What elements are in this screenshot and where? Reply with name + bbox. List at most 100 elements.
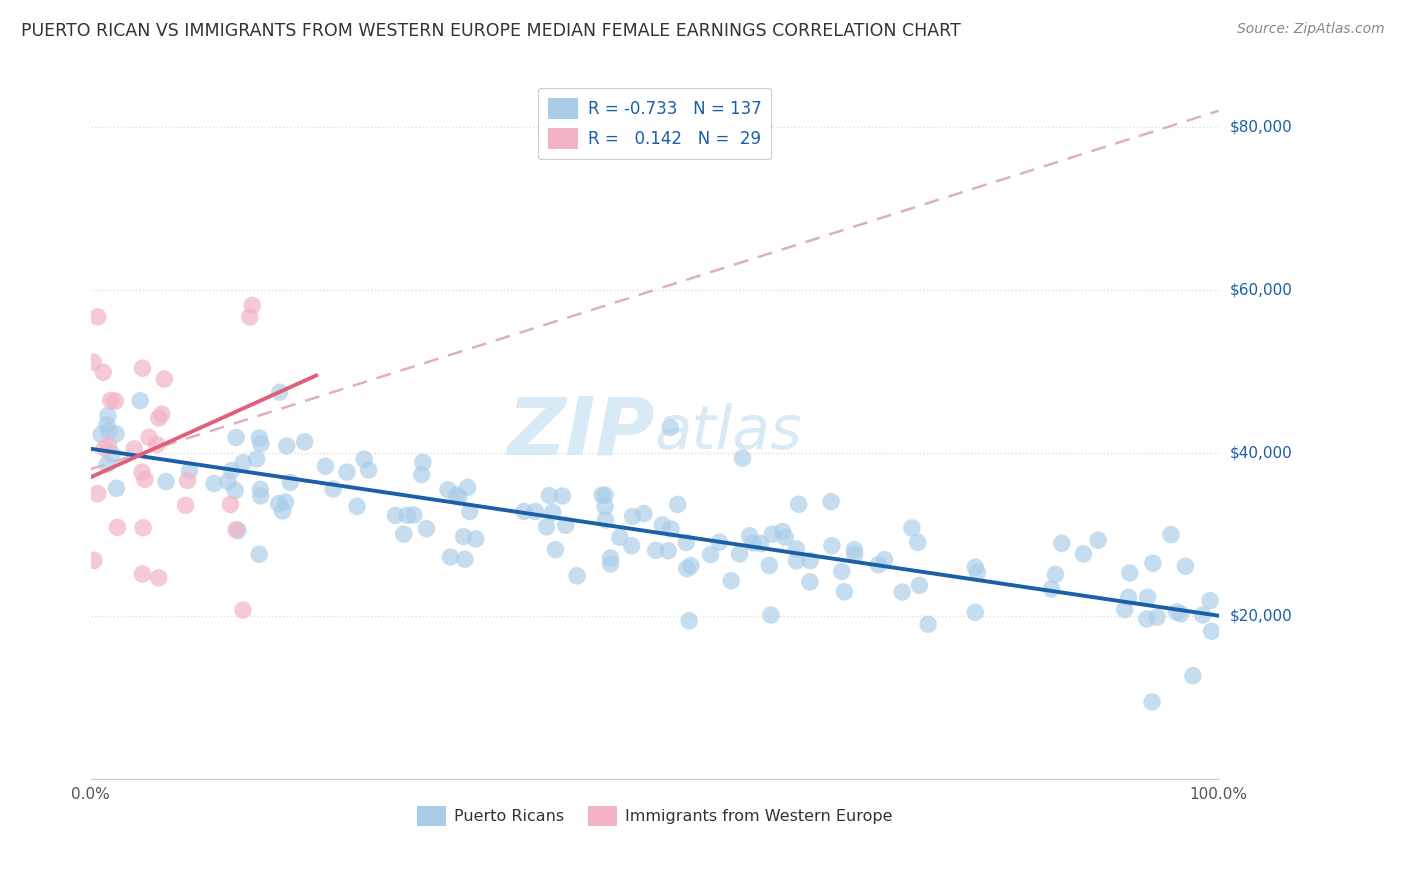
Point (346, 500, 368, 514)
Point (891, 585, 914, 599)
Point (269, 385, 291, 400)
Point (249, 489, 271, 503)
Point (709, 535, 731, 549)
Point (901, 521, 924, 535)
Point (247, 547, 270, 561)
Point (820, 494, 842, 508)
Point (966, 566, 988, 580)
Point (1087, 533, 1109, 548)
Point (100, 393, 122, 408)
Point (219, 498, 242, 512)
Point (720, 574, 742, 588)
Point (131, 465, 153, 479)
Point (232, 603, 254, 617)
Point (749, 536, 772, 550)
Point (98, 424, 121, 438)
Point (551, 489, 574, 503)
Point (554, 518, 576, 533)
Text: PUERTO RICAN VS IMMIGRANTS FROM WESTERN EUROPE MEDIAN FEMALE EARNINGS CORRELATIO: PUERTO RICAN VS IMMIGRANTS FROM WESTERN … (21, 22, 960, 40)
Point (415, 522, 437, 536)
Point (412, 455, 434, 469)
Point (232, 456, 254, 470)
Point (322, 482, 344, 496)
Point (595, 513, 617, 527)
Point (1118, 591, 1140, 605)
Point (591, 488, 613, 502)
Point (447, 490, 470, 504)
Point (91, 365, 114, 379)
Point (134, 472, 156, 486)
Text: ZIP: ZIP (508, 393, 655, 472)
Point (96, 417, 118, 432)
Point (599, 557, 621, 571)
Legend: Puerto Ricans, Immigrants from Western Europe: Puerto Ricans, Immigrants from Western E… (411, 799, 898, 833)
Point (907, 535, 929, 549)
Point (411, 467, 433, 482)
Point (799, 554, 821, 568)
Point (1073, 547, 1095, 561)
Point (1045, 567, 1067, 582)
Point (799, 574, 821, 589)
Point (225, 523, 247, 537)
Point (785, 541, 807, 556)
Point (1191, 607, 1213, 622)
Point (247, 431, 270, 445)
Point (90, 427, 112, 442)
Point (396, 508, 419, 523)
Point (274, 495, 297, 509)
Text: atlas: atlas (655, 403, 803, 462)
Point (249, 483, 271, 497)
Point (402, 508, 425, 522)
Point (82, 355, 104, 369)
Point (104, 394, 127, 409)
Point (276, 439, 298, 453)
Point (87, 310, 110, 324)
Point (666, 497, 689, 511)
Point (728, 547, 751, 561)
Point (773, 530, 796, 544)
Point (150, 407, 173, 421)
Text: $80,000: $80,000 (1230, 120, 1292, 135)
Point (536, 520, 558, 534)
Point (131, 361, 153, 376)
Point (1136, 591, 1159, 605)
Point (250, 436, 273, 450)
Point (1160, 527, 1182, 541)
Text: $40,000: $40,000 (1230, 445, 1292, 460)
Point (908, 578, 931, 592)
Point (437, 483, 460, 497)
Point (868, 558, 890, 572)
Point (101, 447, 124, 461)
Point (225, 430, 247, 444)
Point (202, 476, 225, 491)
Point (1136, 612, 1159, 626)
Point (538, 489, 561, 503)
Point (1142, 556, 1164, 570)
Point (659, 420, 682, 434)
Point (454, 552, 477, 566)
Point (761, 527, 783, 541)
Point (93, 441, 115, 455)
Point (224, 483, 246, 498)
Point (271, 504, 294, 518)
Point (105, 426, 128, 441)
Point (1146, 610, 1168, 624)
Point (675, 535, 697, 549)
Point (620, 539, 643, 553)
Point (336, 465, 359, 479)
Point (1199, 593, 1222, 607)
Point (513, 504, 536, 518)
Point (731, 451, 754, 466)
Point (785, 554, 807, 568)
Point (138, 430, 160, 444)
Point (153, 372, 176, 386)
Point (314, 459, 336, 474)
Point (821, 539, 844, 553)
Point (221, 464, 243, 478)
Point (659, 522, 682, 536)
Point (453, 530, 475, 544)
Point (593, 500, 616, 514)
Point (107, 520, 129, 534)
Point (758, 558, 780, 573)
Point (280, 475, 302, 490)
